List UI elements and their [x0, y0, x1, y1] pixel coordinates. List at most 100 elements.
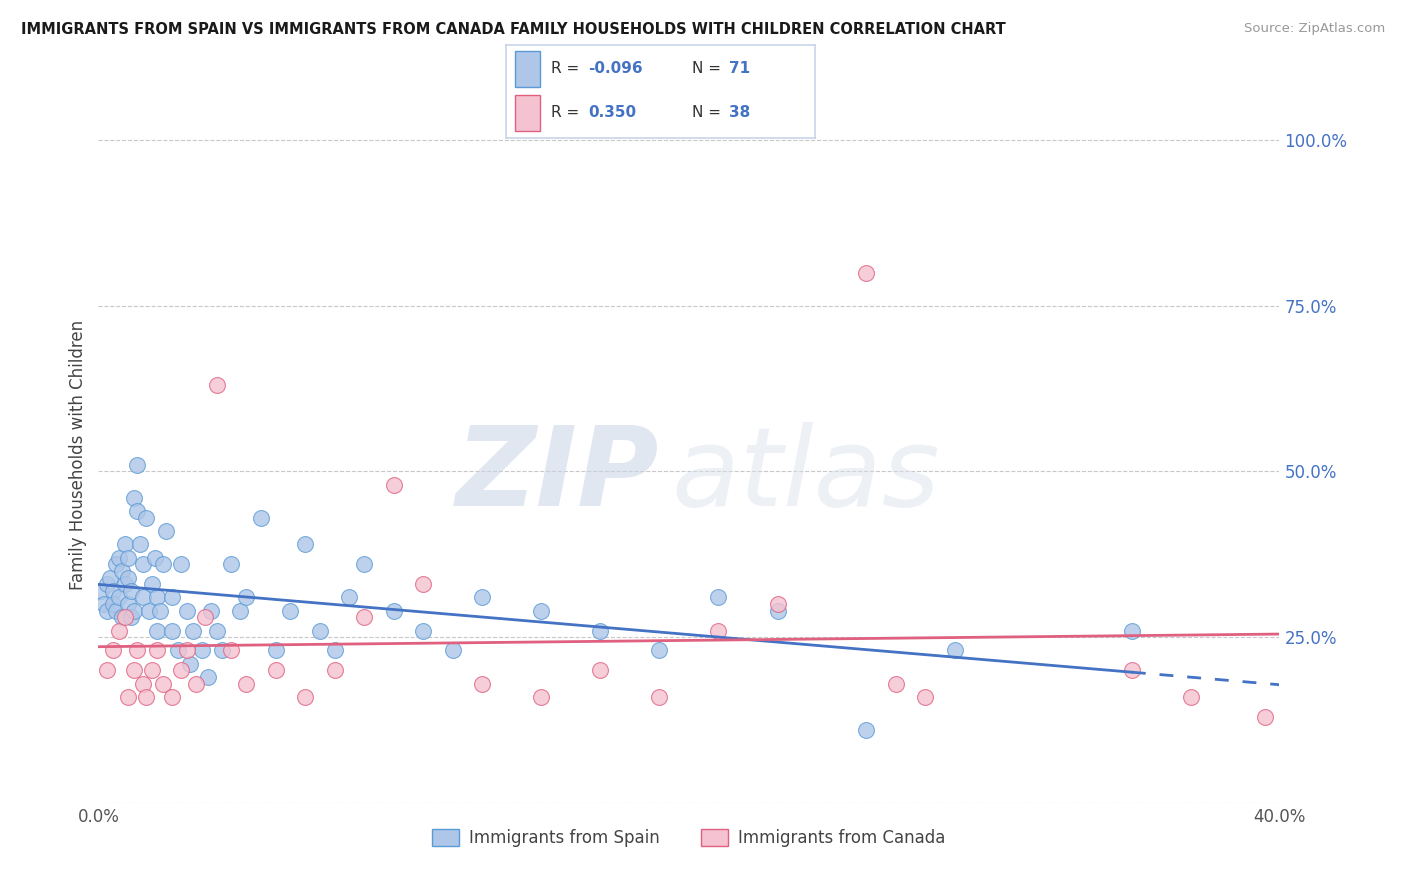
Point [264, 663, 287, 677]
Point [170, 558, 193, 572]
Y-axis label: Family Households with Children: Family Households with Children [69, 320, 87, 590]
Point [412, 577, 434, 591]
Point [105, 558, 128, 572]
Point [441, 643, 464, 657]
Text: N =: N = [692, 62, 725, 77]
Point [162, 624, 183, 638]
Point [181, 624, 204, 638]
Point [170, 663, 193, 677]
Point [235, 591, 257, 605]
Legend: Immigrants from Spain, Immigrants from Canada: Immigrants from Spain, Immigrants from C… [426, 822, 952, 854]
Point [132, 558, 155, 572]
Point [152, 676, 174, 690]
Point [943, 643, 966, 657]
Point [589, 624, 612, 638]
Point [143, 550, 166, 565]
Text: 0.350: 0.350 [588, 105, 637, 120]
Point [138, 604, 160, 618]
Point [707, 591, 730, 605]
Point [135, 511, 157, 525]
Point [96, 663, 118, 677]
Text: atlas: atlas [671, 422, 939, 529]
Point [648, 643, 671, 657]
Text: IMMIGRANTS FROM SPAIN VS IMMIGRANTS FROM CANADA FAMILY HOUSEHOLDS WITH CHILDREN : IMMIGRANTS FROM SPAIN VS IMMIGRANTS FROM… [21, 22, 1005, 37]
Point [205, 378, 228, 392]
Point [125, 504, 148, 518]
Point [125, 643, 148, 657]
Point [323, 663, 346, 677]
Point [105, 604, 128, 618]
Point [235, 676, 257, 690]
Point [155, 524, 177, 538]
Point [93, 597, 115, 611]
Text: R =: R = [551, 105, 583, 120]
Text: 38: 38 [728, 105, 751, 120]
Point [114, 577, 136, 591]
Point [211, 643, 233, 657]
Point [122, 663, 145, 677]
Point [122, 491, 145, 505]
Point [114, 537, 136, 551]
Point [221, 558, 243, 572]
Point [125, 458, 148, 472]
Point [200, 604, 222, 618]
Point [96, 604, 118, 618]
Point [589, 663, 612, 677]
Point [111, 610, 134, 624]
Point [146, 624, 169, 638]
FancyBboxPatch shape [516, 51, 540, 87]
Text: N =: N = [692, 105, 725, 120]
Point [382, 604, 405, 618]
Point [111, 564, 134, 578]
Point [323, 643, 346, 657]
Point [229, 604, 252, 618]
Point [132, 676, 155, 690]
Point [103, 583, 125, 598]
Point [471, 676, 494, 690]
Point [108, 550, 131, 565]
Point [205, 624, 228, 638]
Point [471, 591, 494, 605]
Point [122, 604, 145, 618]
Point [264, 643, 287, 657]
Point [382, 477, 405, 491]
Point [108, 591, 131, 605]
Point [280, 604, 302, 618]
Point [120, 583, 142, 598]
Point [648, 690, 671, 704]
Text: Source: ZipAtlas.com: Source: ZipAtlas.com [1244, 22, 1385, 36]
Point [1121, 624, 1143, 638]
Point [117, 570, 139, 584]
Point [294, 690, 316, 704]
Point [884, 676, 907, 690]
Point [132, 591, 155, 605]
Point [1254, 709, 1277, 723]
Point [766, 597, 789, 611]
Point [128, 537, 150, 551]
Point [162, 690, 183, 704]
Point [530, 604, 553, 618]
Point [167, 643, 190, 657]
Point [766, 604, 789, 618]
Point [294, 537, 316, 551]
Text: R =: R = [551, 62, 583, 77]
Point [1121, 663, 1143, 677]
Point [855, 266, 877, 280]
Point [914, 690, 936, 704]
Point [103, 643, 125, 657]
Point [149, 604, 172, 618]
Point [146, 643, 169, 657]
Point [135, 690, 157, 704]
Text: 71: 71 [728, 62, 749, 77]
Point [176, 604, 198, 618]
Point [221, 643, 243, 657]
Point [90, 583, 112, 598]
Point [855, 723, 877, 737]
Point [530, 690, 553, 704]
Point [114, 610, 136, 624]
Point [197, 670, 219, 684]
Text: -0.096: -0.096 [588, 62, 643, 77]
Point [194, 610, 217, 624]
Point [108, 624, 131, 638]
Point [250, 511, 273, 525]
